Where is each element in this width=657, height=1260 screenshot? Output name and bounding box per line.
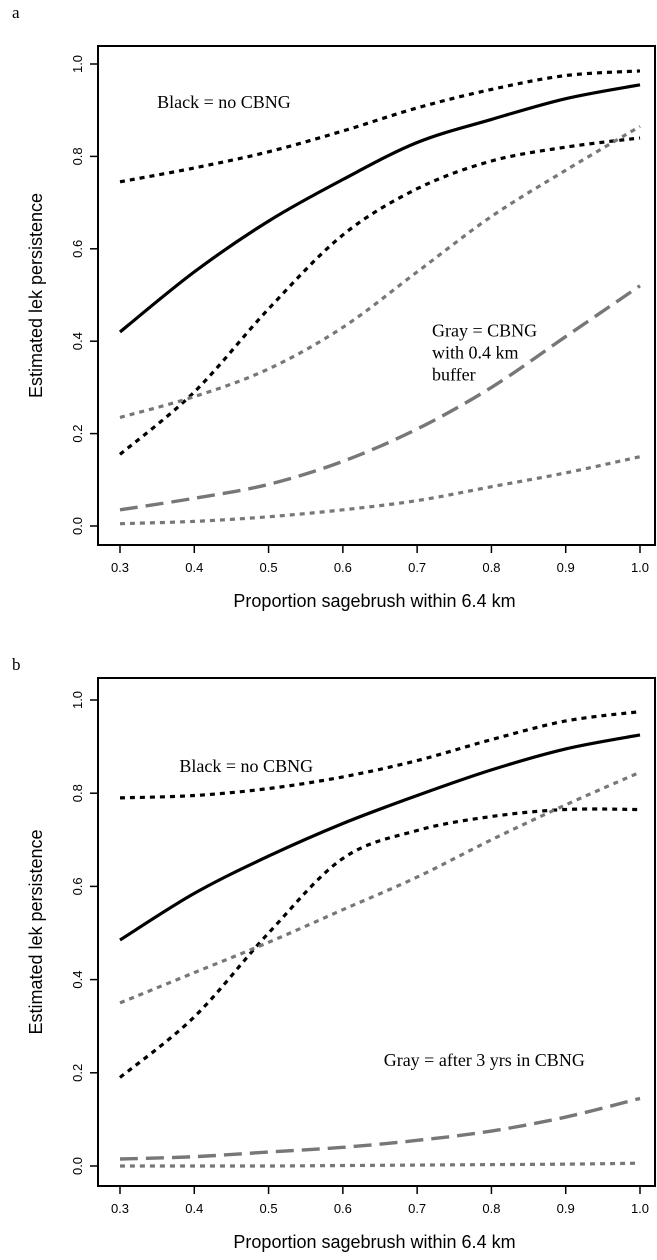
- y-tick-label: 0.8: [70, 784, 85, 802]
- series-black-dotted-line: [118, 136, 641, 456]
- x-tick-label: 0.7: [408, 1201, 426, 1216]
- x-tick-label: 0.4: [185, 560, 203, 575]
- series-black-dotted-line: [118, 807, 641, 1079]
- y-tick-label: 0.0: [70, 517, 85, 535]
- y-tick-label: 0.4: [70, 971, 85, 989]
- annotation-line: Gray = CBNG: [432, 321, 537, 341]
- series-black-dotted-line: [119, 710, 641, 800]
- series-gray-dotted-line: [119, 770, 641, 1005]
- y-tick-label: 0.6: [70, 877, 85, 895]
- x-tick-label: 0.6: [334, 1201, 352, 1216]
- panel-letter: a: [12, 3, 20, 22]
- x-tick-label: 0.3: [111, 1201, 129, 1216]
- x-tick-label: 1.0: [631, 1201, 649, 1216]
- series-gray-dotted-line: [119, 455, 641, 526]
- panel-b: b 0.3 0.4 0.5 0.6 0.7 0.8 0.9 1.0 0.0 0.2 0.4 0.6 0.8…: [12, 655, 656, 1252]
- y-tick-label: 0.0: [70, 1157, 85, 1175]
- series-black-solid-line: [118, 83, 641, 334]
- x-tick-label: 0.8: [482, 1201, 500, 1216]
- annotation-line: Black = no CBNG: [179, 756, 313, 776]
- x-tick-label: 0.9: [557, 560, 575, 575]
- x-tick-label: 0.3: [111, 560, 129, 575]
- x-tick-label: 0.6: [334, 560, 352, 575]
- y-tick-label: 0.2: [70, 425, 85, 443]
- annotation-line: Black = no CBNG: [157, 92, 291, 112]
- x-tick-label: 0.9: [557, 1201, 575, 1216]
- annotation-text: Gray = CBNG with 0.4 km buffer: [432, 321, 537, 385]
- annotation-text: Black = no CBNG: [157, 92, 291, 112]
- series-gray-dotted-line: [120, 1161, 641, 1168]
- panel-a: a 0.3 0.4 0.5 0.6 0.7 0.8 0.9 1.0 0.0 0.2 0.4 0.6 0.8…: [12, 3, 656, 611]
- x-tick-label: 0.8: [482, 560, 500, 575]
- annotation-text: Gray = after 3 yrs in CBNG: [384, 1050, 585, 1070]
- y-tick-label: 0.2: [70, 1064, 85, 1082]
- series-gray-dashed-line: [119, 284, 641, 512]
- y-tick-label: 0.6: [70, 240, 85, 258]
- series-black-dotted-line: [119, 69, 641, 184]
- y-axis-title: Estimated lek persistence: [26, 829, 46, 1034]
- x-tick-label: 0.5: [260, 560, 278, 575]
- panel-letter: b: [12, 655, 21, 674]
- plot-frame: [97, 677, 656, 1187]
- y-axis-title: Estimated lek persistence: [26, 193, 46, 398]
- annotation-text: Black = no CBNG: [179, 756, 313, 776]
- annotation-line: buffer: [432, 365, 476, 385]
- y-tick-label: 0.4: [70, 332, 85, 350]
- y-tick-label: 1.0: [70, 55, 85, 73]
- x-tick-label: 0.4: [185, 1201, 203, 1216]
- x-tick-label: 1.0: [631, 560, 649, 575]
- plot-frame: [97, 45, 656, 546]
- x-tick-label: 0.5: [260, 1201, 278, 1216]
- y-tick-label: 1.0: [70, 691, 85, 709]
- y-tick-label: 0.8: [70, 147, 85, 165]
- series-gray-dashed-line: [119, 1096, 641, 1161]
- x-tick-label: 0.7: [408, 560, 426, 575]
- series-gray-dotted-line: [119, 124, 641, 419]
- x-axis-title: Proportion sagebrush within 6.4 km: [233, 591, 515, 611]
- annotation-line: with 0.4 km: [432, 343, 519, 363]
- annotation-line: Gray = after 3 yrs in CBNG: [384, 1050, 585, 1070]
- series-black-solid-line: [119, 733, 641, 942]
- x-axis-title: Proportion sagebrush within 6.4 km: [233, 1232, 515, 1252]
